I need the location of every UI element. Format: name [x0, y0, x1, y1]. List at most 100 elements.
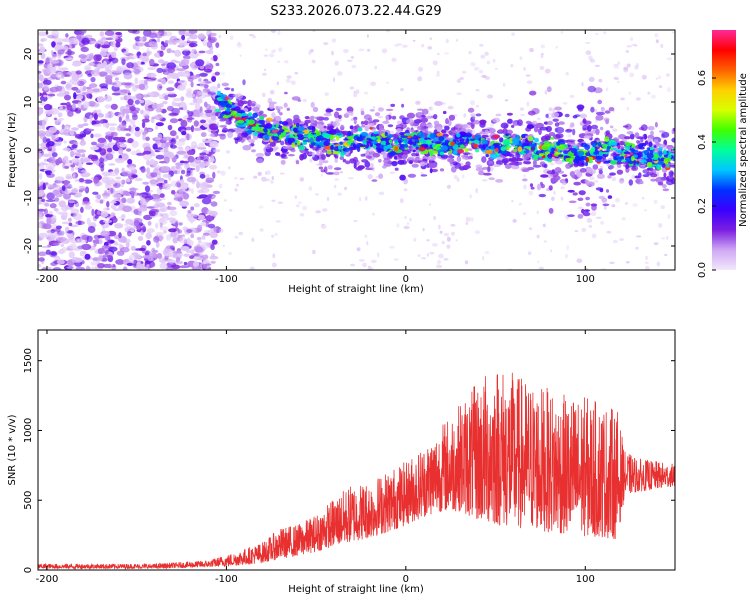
- heatmap-cell: [119, 188, 124, 195]
- heatmap-cell: [601, 152, 610, 155]
- heatmap-cell: [183, 192, 189, 200]
- heatmap-cell: [318, 158, 323, 166]
- heatmap-cell: [202, 140, 212, 144]
- heatmap-cell: [314, 116, 320, 120]
- heatmap-cell: [666, 179, 674, 186]
- heatmap-cell: [54, 134, 59, 141]
- heatmap-cell: [61, 185, 66, 192]
- heatmap-cell: [442, 145, 448, 151]
- heatmap-cell: [479, 43, 484, 47]
- heatmap-cell: [599, 126, 604, 131]
- heatmap-cell: [516, 119, 523, 126]
- heatmap-cell: [161, 63, 166, 66]
- heatmap-cell: [85, 162, 93, 165]
- heatmap-cell: [165, 266, 174, 270]
- heatmap-cell: [628, 179, 633, 186]
- heatmap-cell: [146, 264, 150, 267]
- heatmap-cell: [593, 180, 599, 183]
- heatmap-cell: [127, 138, 134, 144]
- heatmap-cell: [445, 118, 449, 125]
- heatmap-cell: [302, 98, 308, 103]
- heatmap-cell: [666, 57, 673, 61]
- heatmap-cell: [657, 160, 665, 165]
- heatmap-cell: [495, 147, 499, 152]
- snr-x-tick-label: -100: [215, 574, 238, 585]
- heatmap-cell: [145, 136, 150, 141]
- heatmap-cell: [47, 93, 56, 97]
- heatmap-cell: [312, 106, 319, 113]
- heatmap-cell: [585, 267, 588, 270]
- heatmap-cell: [486, 60, 491, 65]
- heatmap-cell: [65, 175, 74, 180]
- heatmap-cell: [301, 142, 308, 146]
- heatmap-cell: [43, 84, 50, 91]
- heatmap-cell: [131, 252, 139, 256]
- heatmap-cell: [65, 50, 75, 56]
- heatmap-cell: [462, 157, 466, 160]
- heatmap-cell: [563, 150, 569, 155]
- heatmap-cell: [469, 194, 472, 199]
- heatmap-cell: [552, 118, 559, 122]
- heatmap-cell: [595, 32, 599, 35]
- heatmap-cell: [268, 127, 276, 131]
- heatmap-cell: [158, 94, 164, 100]
- heatmap-cell: [84, 253, 91, 260]
- heatmap-cell: [38, 223, 42, 229]
- heatmap-cell: [576, 104, 585, 110]
- heatmap-cell: [132, 124, 137, 128]
- heatmap-cell: [80, 172, 91, 178]
- heatmap-cell: [585, 202, 591, 207]
- heatmap-cell: [51, 41, 56, 48]
- heatmap-cell: [176, 68, 186, 72]
- heatmap-cell: [456, 156, 462, 163]
- heatmap-cell: [550, 147, 556, 152]
- heatmap-cell: [400, 160, 408, 165]
- heatmap-cell: [271, 50, 275, 54]
- heatmap-cell: [249, 100, 257, 107]
- heatmap-cell: [444, 125, 450, 131]
- heatmap-cell: [543, 140, 550, 144]
- heatmap-cell: [326, 150, 332, 155]
- heatmap-cell: [188, 30, 198, 34]
- heatmap-cell: [131, 96, 137, 100]
- heatmap-cell: [126, 230, 132, 237]
- heatmap-cell: [65, 101, 71, 108]
- heatmap-cell: [554, 106, 562, 111]
- heatmap-cell: [427, 155, 437, 161]
- heatmap-cell: [134, 99, 140, 105]
- heatmap-cell: [99, 88, 108, 92]
- heatmap-cell: [110, 40, 116, 48]
- heatmap-cell: [589, 148, 595, 153]
- heatmap-cell: [109, 126, 116, 131]
- heatmap-cell: [396, 43, 403, 46]
- heatmap-cell: [409, 129, 415, 133]
- heatmap-cell: [208, 32, 217, 37]
- heatmap-cell: [573, 159, 578, 164]
- heatmap-cell: [363, 120, 369, 126]
- heatmap-cell: [585, 41, 591, 44]
- heatmap-cell: [517, 146, 523, 153]
- heatmap-cell: [452, 151, 458, 155]
- heatmap-cell: [146, 172, 150, 176]
- heatmap-cell: [523, 150, 530, 154]
- heatmap-cell: [182, 55, 192, 60]
- heatmap-cell: [159, 217, 165, 223]
- heatmap-cell: [598, 78, 603, 83]
- heatmap-cell: [198, 79, 202, 82]
- heatmap-cell: [78, 166, 83, 169]
- heatmap-cell: [511, 32, 515, 36]
- heatmap-cell: [433, 114, 438, 120]
- heatmap-cell: [598, 168, 603, 171]
- heatmap-cell: [87, 226, 96, 233]
- heatmap-cell: [518, 161, 522, 166]
- heatmap-cell: [74, 179, 81, 182]
- heatmap-cell: [98, 71, 108, 77]
- heatmap-cell: [631, 174, 636, 179]
- heatmap-cell: [215, 62, 220, 67]
- snr-y-tick-label: 1500: [23, 348, 34, 373]
- heatmap-cell: [666, 87, 672, 93]
- heatmap-cell: [370, 81, 376, 87]
- heatmap-cell: [417, 108, 424, 111]
- heatmap-cell: [179, 200, 190, 207]
